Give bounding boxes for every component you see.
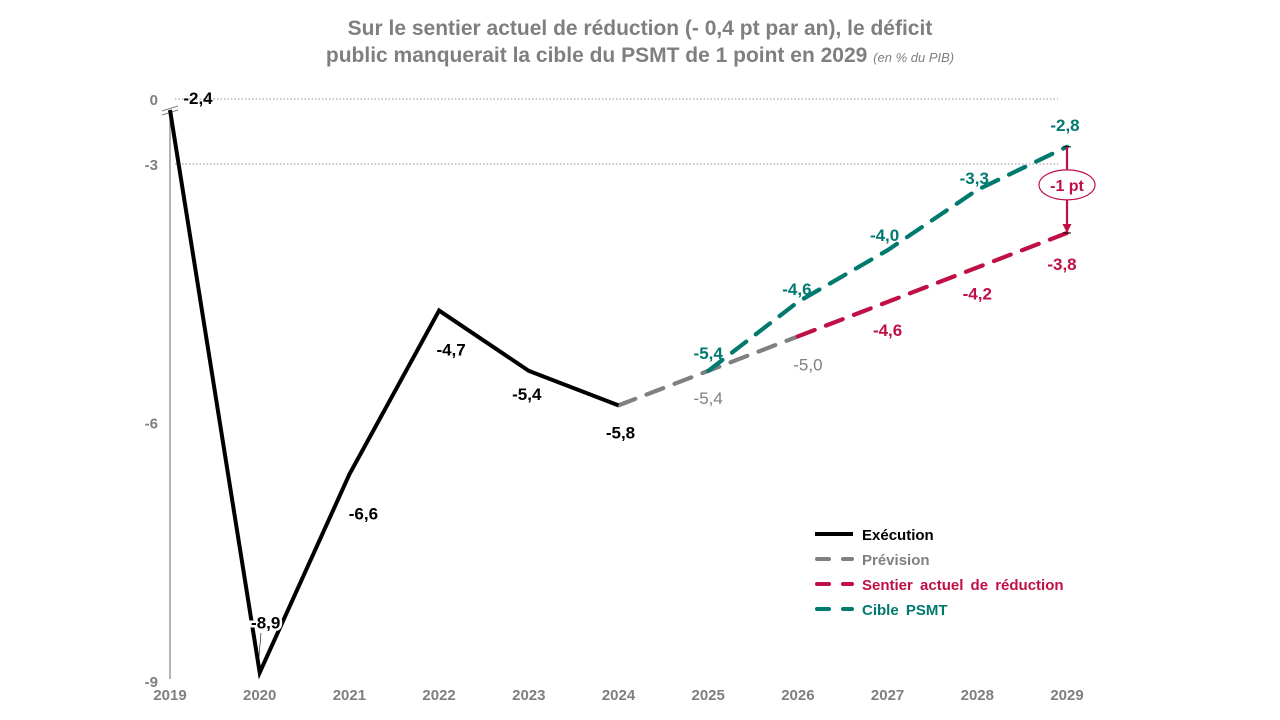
x-tick-label: 2027	[871, 687, 904, 704]
cible-psmt-data-label: -2,8	[1050, 116, 1079, 135]
chart-title-text: public manquerait la cible du PSMT de 1 …	[325, 44, 868, 67]
sentier-line	[795, 230, 1070, 339]
x-tick-label: 2023	[512, 687, 545, 704]
chart-title-line-2: public manquerait la cible du PSMT de 1 …	[0, 43, 1280, 71]
cible-psmt-data-label: -3,3	[960, 169, 989, 188]
sentier-data-label: -4,6	[873, 321, 902, 340]
x-tick-label: 2026	[781, 687, 814, 704]
chart-title-unit: (en % du PIB)	[873, 50, 955, 65]
execution-data-label: -5,8	[606, 423, 635, 442]
legend-item-cible-psmt-label: Cible PSMT	[862, 602, 948, 619]
y-tick-label: -6	[145, 416, 158, 433]
x-tick-label: 2019	[153, 687, 186, 704]
y-tick-label: -3	[145, 157, 158, 174]
cible-psmt-data-label: -5,4	[694, 344, 724, 363]
annotation-label: -1 pt	[1050, 178, 1084, 195]
prevision-data-label: -5,0	[793, 355, 822, 374]
x-tick-label: 2020	[243, 687, 276, 704]
y-tick-label: -9	[145, 674, 158, 691]
legend-item-prevision-label: Prévision	[862, 552, 930, 569]
axis-break-mark	[161, 105, 179, 112]
annotation-arrow-head	[1062, 223, 1072, 233]
sentier-data-label: -4,2	[963, 284, 992, 303]
execution-data-label: -4,7	[436, 341, 465, 360]
annotation-ellipse	[1038, 169, 1096, 201]
legend-item-sentier-label: Sentier actuel de réduction	[862, 577, 1064, 594]
execution-data-label: -6,6	[349, 504, 378, 523]
execution-line	[168, 109, 620, 680]
execution-data-label: -5,4	[512, 385, 542, 404]
cible-psmt-line	[706, 144, 1070, 373]
x-tick-label: 2021	[333, 687, 366, 704]
cible-psmt-data-label: -4,0	[870, 226, 899, 245]
prevision-data-label: -5,4	[694, 389, 723, 408]
x-tick-label: 2024	[602, 687, 636, 704]
leader-line	[257, 632, 262, 669]
sentier-data-label: -3,8	[1047, 255, 1076, 274]
y-tick-label: 0	[150, 92, 158, 109]
execution-data-label: -2,4	[183, 89, 213, 108]
x-tick-label: 2022	[422, 687, 455, 704]
execution-data-label: -8,9	[251, 614, 280, 633]
cible-psmt-data-label: -4,6	[782, 280, 811, 299]
x-tick-label: 2028	[961, 687, 994, 704]
legend-item-execution-label: Exécution	[862, 527, 934, 544]
chart-title-line-1: Sur le sentier actuel de réduction (- 0,…	[347, 17, 933, 40]
x-tick-label: 2029	[1050, 687, 1083, 704]
x-tick-label: 2025	[692, 687, 725, 704]
